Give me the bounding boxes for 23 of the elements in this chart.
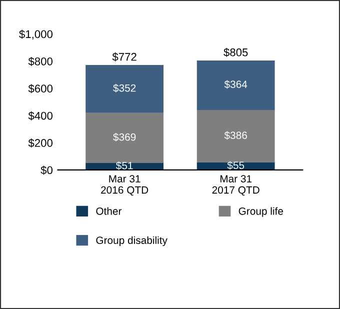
bar <box>196 60 275 110</box>
data-label: $352 <box>113 84 136 92</box>
total-label: $805 <box>224 48 248 57</box>
x-tick-label: Mar 31 2016 QTD <box>101 175 148 196</box>
y-tick-label: $800 <box>28 56 53 66</box>
y-tick-label: $600 <box>28 84 53 94</box>
bar <box>86 112 164 164</box>
y-tick-label: $0 <box>40 166 53 175</box>
y-tick-label: $200 <box>28 138 53 148</box>
data-label: $364 <box>224 80 248 89</box>
bar <box>196 110 275 162</box>
y-tick-label: $1,000 <box>19 30 53 40</box>
total-label: $772 <box>112 52 136 62</box>
bar <box>86 64 164 113</box>
legend-label: Group disability <box>96 236 168 246</box>
legend-label: Group life <box>238 207 284 217</box>
x-tick-label: Mar 31 2017 QTD <box>212 175 260 196</box>
data-label: $55 <box>227 161 244 170</box>
data-label: $369 <box>113 132 136 142</box>
data-label: $51 <box>116 161 133 170</box>
y-tick-label: $400 <box>28 111 53 120</box>
legend-label: Other <box>96 207 122 215</box>
data-label: $386 <box>224 131 247 140</box>
